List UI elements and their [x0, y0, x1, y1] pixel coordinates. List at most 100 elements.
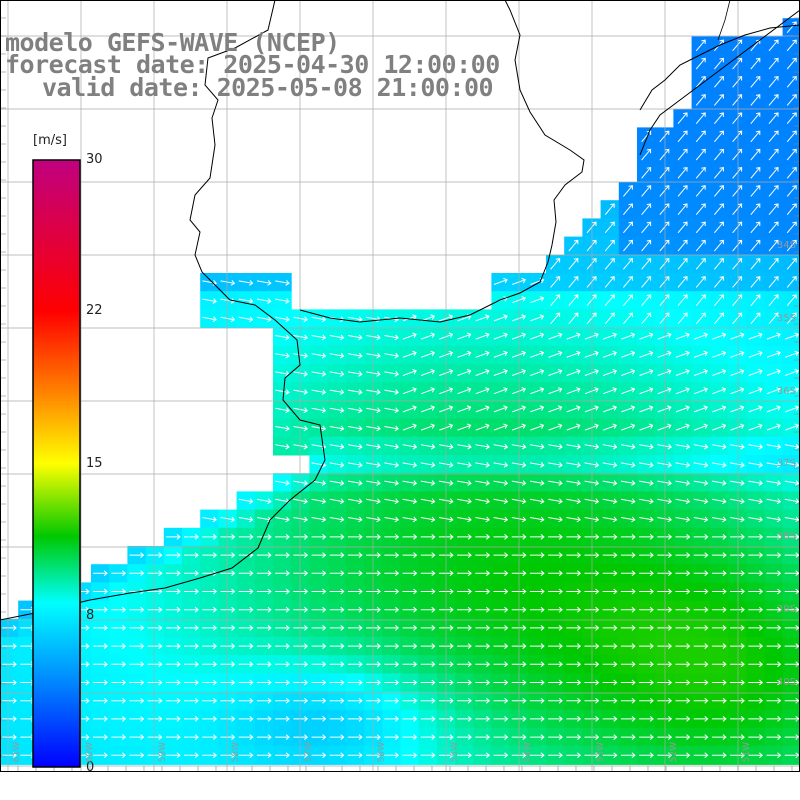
wind-arrow [620, 606, 636, 613]
wind-arrow [238, 734, 254, 740]
wind-arrow [311, 679, 327, 686]
wind-arrow [529, 752, 545, 759]
wind-arrow [329, 552, 345, 558]
wind-arrow [714, 276, 724, 288]
wind-arrow [695, 185, 706, 197]
wind-arrow [402, 697, 418, 704]
wind-arrow [711, 480, 727, 486]
wind-arrow [111, 606, 127, 613]
wind-arrow [347, 371, 363, 377]
lon-label: 56W [377, 742, 387, 763]
wind-arrow [657, 387, 672, 395]
wind-arrow [641, 239, 652, 252]
wind-arrow [766, 534, 782, 540]
wind-arrow [784, 534, 800, 540]
wind-arrow [256, 734, 272, 740]
wind-arrow [420, 716, 436, 722]
wind-arrow [786, 276, 797, 288]
wind-arrow [568, 312, 579, 325]
wind-arrow [768, 221, 779, 234]
wind-arrow [275, 316, 290, 323]
wind-arrow [566, 552, 582, 558]
wind-arrow [329, 716, 345, 722]
wind-arrow [165, 734, 181, 740]
colorbar-units: [m/s] [33, 133, 67, 148]
wind-arrow [602, 443, 618, 450]
wind-arrow [493, 314, 508, 322]
wind-arrow [493, 516, 509, 523]
wind-arrow [329, 588, 345, 595]
wind-arrow [602, 588, 618, 595]
wind-arrow [748, 679, 764, 686]
wind-arrow [548, 387, 563, 395]
wind-arrow [347, 552, 363, 558]
wind-arrow [566, 643, 582, 649]
wind-arrow [347, 643, 363, 649]
wind-arrow [693, 534, 709, 540]
wind-arrow [784, 423, 800, 431]
wind-arrow [711, 516, 727, 523]
wind-arrow [147, 588, 163, 595]
wind-arrow [238, 316, 254, 323]
wind-arrow [548, 679, 563, 686]
wind-arrow [732, 185, 743, 197]
wind-arrow [732, 276, 743, 288]
wind-arrow [712, 350, 727, 358]
wind-arrow [693, 679, 709, 686]
wind-arrow [111, 643, 127, 649]
wind-arrow [402, 423, 417, 431]
wind-arrow [748, 552, 764, 558]
wind-arrow [750, 294, 761, 306]
wind-arrow [530, 368, 545, 376]
wind-arrow [657, 368, 672, 376]
wind-arrow [457, 643, 472, 649]
wind-arrow [529, 716, 545, 722]
wind-arrow [621, 423, 636, 431]
wind-arrow [93, 588, 108, 595]
wind-arrow [384, 462, 399, 468]
wind-arrow [730, 588, 745, 595]
wind-arrow [165, 697, 181, 704]
wind-arrow [493, 606, 509, 613]
wind-arrow [548, 552, 563, 558]
wind-arrow [275, 716, 290, 722]
wind-arrow [529, 552, 545, 558]
wind-arrow [256, 552, 272, 558]
wind-arrow [493, 350, 508, 358]
wind-arrow [493, 387, 508, 395]
wind-arrow [184, 534, 199, 540]
wind-arrow [457, 443, 472, 450]
wind-arrow [129, 716, 145, 722]
wind-arrow [748, 570, 764, 577]
wind-arrow [256, 316, 272, 323]
wind-arrow [768, 257, 779, 270]
wind-arrow [93, 570, 108, 577]
wind-arrow [714, 257, 724, 270]
wind-arrow [402, 625, 418, 631]
wind-arrow [256, 679, 272, 686]
wind-arrow [693, 405, 709, 413]
wind-arrow [711, 734, 727, 740]
wind-arrow [457, 679, 472, 686]
wind-arrow [730, 697, 745, 704]
wind-arrow [420, 679, 436, 686]
coastline [0, 0, 326, 621]
wind-arrow [732, 239, 743, 252]
wind-arrow [732, 312, 743, 325]
wind-arrow [784, 387, 800, 395]
wind-arrow [530, 350, 545, 358]
wind-arrow [329, 606, 345, 613]
wind-arrow [732, 130, 743, 143]
lat-label: 37S [776, 458, 796, 469]
colorbar-tick-label: 30 [86, 152, 103, 167]
wind-arrow [586, 294, 597, 306]
wind-arrow [714, 57, 724, 70]
wind-arrow [93, 752, 108, 759]
wind-arrow [695, 166, 706, 179]
wind-arrow [784, 552, 800, 558]
wind-arrow [750, 57, 761, 70]
wind-arrow [584, 423, 599, 431]
wind-arrow [184, 570, 199, 577]
wind-arrow [620, 588, 636, 595]
wind-arrow [711, 606, 727, 613]
